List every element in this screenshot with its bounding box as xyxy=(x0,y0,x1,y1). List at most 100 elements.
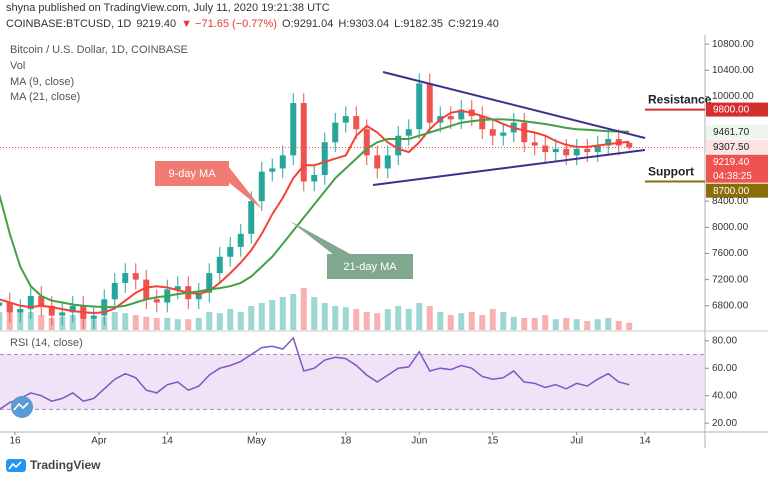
candle-body xyxy=(605,139,612,146)
candle-body xyxy=(258,171,265,202)
legend-ma21: MA (21, close) xyxy=(10,91,80,103)
chart-title: Bitcoin / U.S. Dollar, 1D, COINBASE xyxy=(10,44,188,56)
candle-body xyxy=(552,148,559,153)
level-name: Support xyxy=(648,165,694,179)
high: H:9303.04 xyxy=(338,18,390,30)
volume-bar xyxy=(174,319,181,330)
volume-bar xyxy=(374,313,381,330)
volume-bar xyxy=(458,313,465,330)
volume-bar xyxy=(468,312,475,330)
candle-body xyxy=(237,233,244,247)
publisher: shyna published on TradingView.com, July… xyxy=(6,2,330,14)
volume-bar xyxy=(447,315,454,330)
price-tag xyxy=(706,154,768,183)
x-tick-label: 18 xyxy=(340,436,352,447)
trendline-upper xyxy=(382,71,646,139)
candle-body xyxy=(174,286,181,290)
x-tick-label: 16 xyxy=(9,436,21,447)
candle-body xyxy=(489,129,496,136)
candle-body xyxy=(59,312,66,316)
volume-bar xyxy=(573,319,580,330)
price-tag-label: 9461.70 xyxy=(713,127,750,138)
y-tick-label: 10800.00 xyxy=(712,39,754,50)
rsi-tick-label: 40.00 xyxy=(712,390,737,401)
price-tag xyxy=(706,102,768,117)
volume-bar xyxy=(395,306,402,330)
y-tick-label: 10400.00 xyxy=(712,65,754,76)
volume-bar xyxy=(269,300,276,330)
volume-bar xyxy=(111,312,118,330)
candle-body xyxy=(374,155,381,169)
volume-bar xyxy=(227,309,234,330)
volume-bar xyxy=(384,309,391,330)
rsi-pane xyxy=(0,336,705,410)
volume-bar xyxy=(615,321,622,330)
x-tick-label: Jun xyxy=(411,436,427,447)
footer-logo: TradingView xyxy=(6,458,101,472)
volume-bar xyxy=(143,316,150,330)
candle-body xyxy=(447,116,454,120)
volume-bar xyxy=(363,312,370,330)
candle-body xyxy=(269,168,276,172)
candle-body xyxy=(626,142,633,148)
candle-body xyxy=(132,273,139,280)
y-tick-label: 7200.00 xyxy=(712,274,749,285)
volume-bar xyxy=(216,313,223,330)
candle-body xyxy=(111,282,118,300)
countdown: 04:38:25 xyxy=(713,171,752,182)
volume-bar xyxy=(38,315,45,330)
legend-rsi: RSI (14, close) xyxy=(10,337,83,349)
price-tag xyxy=(706,139,768,154)
symbol: COINBASE:BTCUSD, 1D xyxy=(6,18,132,30)
x-tick-label: Jul xyxy=(570,436,583,447)
y-tick-label: 7600.00 xyxy=(712,248,749,259)
close: C:9219.40 xyxy=(448,18,499,30)
candle-body xyxy=(27,295,34,310)
volume-bar xyxy=(332,306,339,330)
candle-body xyxy=(521,122,528,143)
volume-bar xyxy=(584,321,591,330)
candle-body xyxy=(248,201,255,234)
volume-bar xyxy=(405,309,412,330)
annotation-text: 21-day MA xyxy=(343,261,397,273)
volume-bar xyxy=(437,312,444,330)
candle-body xyxy=(332,122,339,143)
volume-bar xyxy=(500,312,507,330)
y-tick-label: 6800.00 xyxy=(712,300,749,311)
x-tick-label: Apr xyxy=(91,436,107,447)
candle-body xyxy=(573,148,580,156)
volume-bar xyxy=(321,303,328,330)
candle-body xyxy=(290,103,297,156)
candle-body xyxy=(38,295,45,306)
candle-body xyxy=(69,305,76,313)
volume-bar xyxy=(531,318,538,330)
x-tick-label: May xyxy=(247,436,266,447)
candle-body xyxy=(458,109,465,120)
volume-bar xyxy=(300,288,307,330)
volume-pane xyxy=(0,288,633,330)
y-tick-label: 8000.00 xyxy=(712,222,749,233)
volume-bar xyxy=(552,319,559,330)
change: ▼ −71.65 (−0.77%) xyxy=(181,18,277,30)
legend-volume: Vol xyxy=(10,60,25,72)
volume-bar xyxy=(605,318,612,330)
candle-body xyxy=(48,305,55,316)
last-price: 9219.40 xyxy=(136,18,177,30)
volume-bar xyxy=(521,318,528,330)
volume-bar xyxy=(185,319,192,330)
candle-body xyxy=(479,116,486,130)
volume-bar xyxy=(69,315,76,330)
annotation-box xyxy=(155,161,229,186)
volume-bar xyxy=(237,312,244,330)
candle-body xyxy=(143,279,150,300)
price-tag-label: 9219.40 xyxy=(713,157,750,168)
candle-body xyxy=(90,315,97,319)
candle-body xyxy=(395,135,402,156)
price-tag xyxy=(706,183,768,198)
rsi-tick-label: 20.00 xyxy=(712,418,737,429)
logo-glyph xyxy=(8,461,22,470)
candle-body xyxy=(0,302,3,306)
annotation-arrow xyxy=(228,166,262,209)
x-tick-label: 15 xyxy=(487,436,499,447)
